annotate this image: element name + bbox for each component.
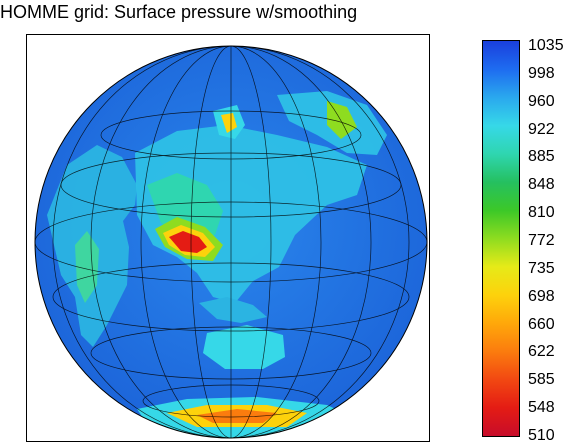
page-title: HOMME grid: Surface pressure w/smoothing: [0, 2, 358, 22]
terrain-tibet-core: [169, 231, 207, 253]
colorbar-label: 885: [528, 148, 555, 166]
colorbar-label: 772: [528, 232, 555, 249]
colorbar-label: 848: [528, 176, 555, 194]
colorbar-label: 622: [528, 343, 555, 361]
colorbar-label: 960: [528, 92, 555, 110]
colorbar-label: 998: [528, 64, 555, 82]
terrain-greenland: [221, 113, 237, 133]
map-frame: [26, 34, 430, 442]
terrain-east-africa: [75, 231, 99, 303]
terrain-antarctica-core: [197, 409, 277, 423]
colorbar-label: 1035: [528, 37, 564, 54]
colorbar-label: 922: [528, 120, 555, 138]
colorbar-label: 810: [528, 204, 555, 222]
globe-outline: [34, 45, 428, 439]
colorbar-label: 735: [528, 259, 555, 277]
colorbar-label: 660: [528, 315, 555, 333]
colorbar-label: 510: [528, 427, 555, 444]
colorbar-label: 698: [528, 287, 555, 305]
colorbar-label: 585: [528, 371, 555, 389]
colorbar: [482, 40, 520, 437]
colorbar-label: 548: [528, 399, 555, 417]
landmass-maritime: [199, 297, 267, 323]
globe-map: [34, 45, 428, 439]
graticule: [35, 46, 427, 438]
landmass-australia: [203, 325, 285, 369]
colorbar-labels: 1035 998 960 922 885 848 810 772 735 698 660 622 585…: [528, 37, 576, 444]
